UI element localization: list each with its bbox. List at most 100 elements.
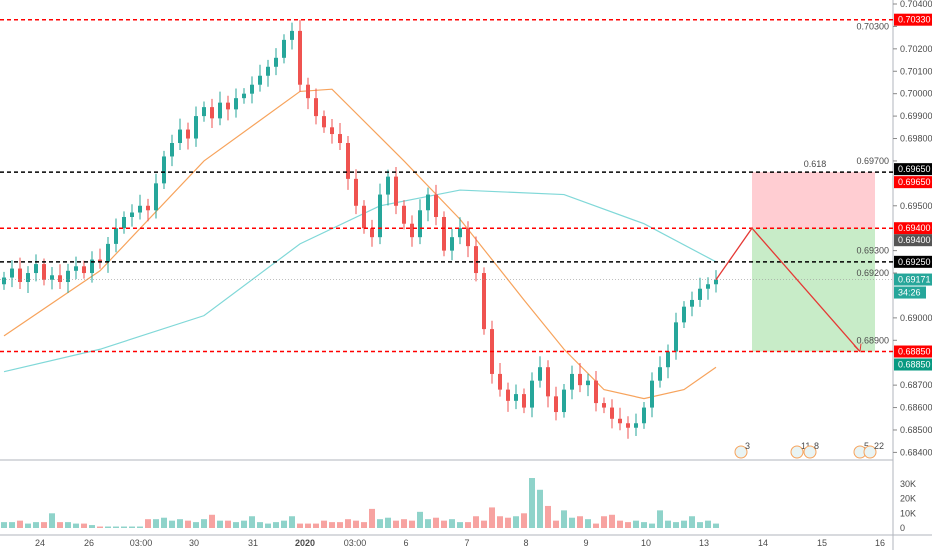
- volume-bar: [17, 520, 23, 528]
- arrow-head-icon: [853, 343, 862, 353]
- volume-bar: [481, 520, 487, 528]
- x-tick-label: 13: [699, 538, 709, 548]
- volume-bar: [65, 522, 71, 528]
- volume-bar: [449, 519, 455, 528]
- candle-body: [266, 66, 270, 76]
- level-label: 0.69250: [898, 257, 931, 267]
- candle-body: [58, 275, 62, 283]
- candle-body: [514, 394, 518, 401]
- candle-body: [690, 299, 694, 307]
- volume-bar: [609, 514, 615, 528]
- candle-body: [114, 228, 118, 244]
- candle-body: [82, 266, 86, 274]
- candle-body: [562, 389, 566, 413]
- candle-body: [554, 396, 558, 413]
- candle-body: [626, 423, 630, 428]
- y-tick-label: 0.69300: [856, 246, 889, 256]
- stop-label: 0.69650: [898, 177, 931, 187]
- volume-bar: [225, 520, 231, 528]
- ma-slow-line: [3, 189, 717, 373]
- y-tick-label: 0.69500: [900, 201, 932, 211]
- volume-bar: [305, 523, 311, 528]
- volume-bar: [401, 519, 407, 528]
- candle-body: [162, 156, 166, 184]
- volume-bar: [57, 522, 63, 528]
- x-tick-label: 10: [641, 538, 651, 548]
- volume-bar: [641, 522, 647, 528]
- volume-bar: [625, 522, 631, 528]
- x-tick-label: 30: [189, 538, 199, 548]
- volume-bar: [281, 520, 287, 528]
- candle-body: [122, 216, 126, 229]
- volume-bar: [1, 522, 7, 528]
- candle-body: [178, 129, 182, 144]
- candle-body: [458, 228, 462, 238]
- x-tick-label: 03:00: [344, 538, 367, 548]
- volume-bar: [129, 526, 135, 528]
- volume-bar: [633, 520, 639, 528]
- volume-bar: [81, 523, 87, 528]
- candle-body: [394, 176, 398, 206]
- y-tick-label: 0.69000: [900, 313, 932, 323]
- candle-body: [258, 75, 262, 85]
- candle-body: [218, 102, 222, 119]
- entry-label: 0.69400: [898, 235, 931, 245]
- volume-bar: [289, 516, 295, 528]
- x-tick-label: 31: [248, 538, 258, 548]
- volume-bar: [249, 516, 255, 528]
- volume-bar: [169, 520, 175, 528]
- target-label-bg: [894, 358, 932, 371]
- candle-body: [274, 57, 278, 67]
- volume-tick-label: 10K: [900, 508, 916, 518]
- volume-bar: [321, 520, 327, 528]
- projection-path: [715, 227, 861, 352]
- candle-body: [706, 284, 710, 289]
- candle-body: [242, 93, 246, 99]
- volume-bar: [233, 522, 239, 528]
- volume-bar: [673, 522, 679, 528]
- y-tick-label: 0.70200: [900, 44, 932, 54]
- candle-body: [282, 39, 286, 58]
- candle-body: [410, 223, 414, 238]
- candle-body: [642, 407, 646, 424]
- volume-bar: [689, 516, 695, 528]
- candle-body: [602, 403, 606, 408]
- event-flag-icon: [734, 445, 748, 459]
- candle-body: [306, 84, 310, 99]
- volume-bar: [465, 522, 471, 528]
- volume-bar: [97, 526, 103, 528]
- candle-body: [42, 264, 46, 280]
- volume-bar: [681, 520, 687, 528]
- x-tick-label: 15: [817, 538, 827, 548]
- candle-body: [50, 275, 54, 280]
- candle-body: [66, 270, 70, 283]
- volume-bar: [337, 522, 343, 528]
- event-flag-icon: [803, 445, 817, 459]
- event-count: 5: [864, 441, 869, 451]
- level-label-bg: [894, 222, 932, 235]
- x-tick-label: 03:00: [130, 538, 153, 548]
- candle-body: [74, 266, 78, 271]
- candle-body: [610, 407, 614, 419]
- volume-bar: [369, 508, 375, 528]
- candle-body: [26, 273, 30, 283]
- candle-body: [378, 194, 382, 238]
- x-tick-label: 8: [523, 538, 528, 548]
- level-label: 0.68850: [898, 347, 931, 357]
- volume-bar: [41, 522, 47, 528]
- volume-bar: [297, 523, 303, 528]
- candle-body: [354, 178, 358, 206]
- candle-body: [290, 30, 294, 40]
- y-tick-label: 0.68600: [900, 403, 932, 413]
- volume-tick-label: 0: [900, 523, 905, 533]
- candle-body: [370, 228, 374, 238]
- volume-bar: [33, 522, 39, 528]
- candle-body: [538, 367, 542, 381]
- volume-bar: [105, 526, 111, 528]
- candle-body: [530, 380, 534, 408]
- volume-bar: [145, 519, 151, 528]
- y-tick-label: 0.68400: [900, 447, 932, 457]
- volume-bar: [377, 519, 383, 528]
